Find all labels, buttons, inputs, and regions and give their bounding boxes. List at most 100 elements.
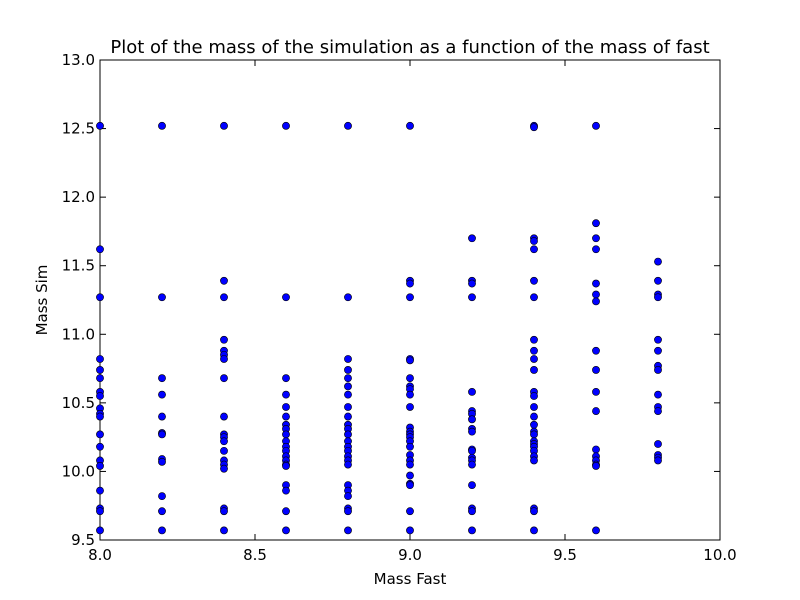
data-point — [468, 446, 476, 455]
data-point — [96, 430, 104, 439]
data-point — [96, 412, 104, 421]
data-point — [220, 355, 228, 363]
data-point — [344, 366, 352, 374]
data-point — [344, 507, 352, 516]
y-tick-label: 10.0 — [62, 462, 95, 480]
y-axis-label: Mass Sim — [33, 265, 51, 336]
data-point — [96, 392, 104, 400]
data-point — [592, 462, 600, 470]
data-point — [220, 293, 228, 302]
data-point — [530, 346, 538, 355]
data-point — [530, 430, 538, 439]
y-tick-label: 12.0 — [62, 188, 95, 206]
data-point — [654, 335, 662, 344]
x-tick-label: 9.0 — [398, 546, 422, 564]
data-point — [282, 390, 290, 399]
data-point — [530, 507, 538, 516]
data-point — [158, 121, 166, 130]
data-point — [96, 486, 104, 495]
data-point — [654, 366, 662, 374]
data-point — [282, 462, 290, 470]
data-point — [282, 486, 290, 495]
data-point — [344, 460, 352, 469]
data-point — [344, 526, 352, 535]
data-point — [158, 390, 166, 399]
data-point — [406, 121, 414, 130]
data-point — [406, 460, 414, 469]
y-tick-label: 9.5 — [71, 531, 95, 549]
data-point — [468, 526, 476, 535]
data-point — [592, 346, 600, 355]
data-point — [344, 390, 352, 399]
data-point — [530, 335, 538, 344]
data-point — [220, 412, 228, 421]
data-point — [158, 374, 166, 383]
data-point — [530, 456, 538, 465]
data-point — [530, 123, 538, 132]
data-point — [158, 293, 166, 302]
y-tick-label: 11.5 — [62, 257, 95, 275]
data-point — [344, 403, 352, 411]
data-point — [282, 374, 290, 383]
data-point — [592, 121, 600, 130]
data-point — [654, 407, 662, 415]
data-point — [406, 403, 414, 411]
data-point — [96, 374, 104, 383]
data-point — [592, 526, 600, 535]
data-point — [406, 293, 414, 302]
data-point — [282, 526, 290, 535]
data-point — [406, 279, 414, 288]
x-tick-label: 8.0 — [88, 546, 112, 564]
data-point — [96, 245, 104, 254]
data-point — [592, 290, 600, 299]
data-point — [530, 392, 538, 400]
data-point — [592, 407, 600, 415]
data-point — [344, 355, 352, 363]
data-point — [654, 440, 662, 448]
data-point — [282, 430, 290, 439]
data-point — [654, 390, 662, 399]
data-point — [530, 276, 538, 285]
data-point — [530, 366, 538, 374]
data-point — [96, 121, 104, 130]
data-point — [282, 507, 290, 516]
data-point — [592, 234, 600, 243]
x-tick-label: 9.5 — [553, 546, 577, 564]
chart-title: Plot of the mass of the simulation as a … — [110, 37, 709, 58]
data-point — [344, 374, 352, 383]
data-point — [406, 481, 414, 490]
data-point — [220, 446, 228, 455]
data-point — [344, 382, 352, 391]
data-point — [158, 526, 166, 535]
data-point — [96, 366, 104, 374]
data-point — [468, 507, 476, 516]
data-point — [220, 507, 228, 516]
data-point — [220, 374, 228, 383]
data-point — [158, 492, 166, 501]
data-point — [220, 437, 228, 446]
data-point — [530, 237, 538, 245]
data-point — [530, 412, 538, 421]
data-point — [282, 293, 290, 302]
data-point — [220, 335, 228, 344]
data-point — [654, 257, 662, 266]
data-point — [468, 279, 476, 288]
data-point — [530, 293, 538, 302]
data-point — [530, 355, 538, 363]
data-point — [158, 412, 166, 421]
data-point — [344, 412, 352, 421]
data-point — [344, 430, 352, 439]
data-point — [592, 445, 600, 454]
x-tick-label: 10.0 — [703, 546, 736, 564]
data-points — [96, 121, 662, 535]
data-point — [530, 526, 538, 535]
data-point — [282, 403, 290, 411]
data-point — [96, 462, 104, 470]
y-tick-label: 11.0 — [62, 325, 95, 343]
data-point — [530, 420, 538, 429]
data-point — [96, 507, 104, 516]
data-point — [654, 276, 662, 285]
y-tick-label: 10.5 — [62, 394, 95, 412]
data-point — [654, 293, 662, 302]
